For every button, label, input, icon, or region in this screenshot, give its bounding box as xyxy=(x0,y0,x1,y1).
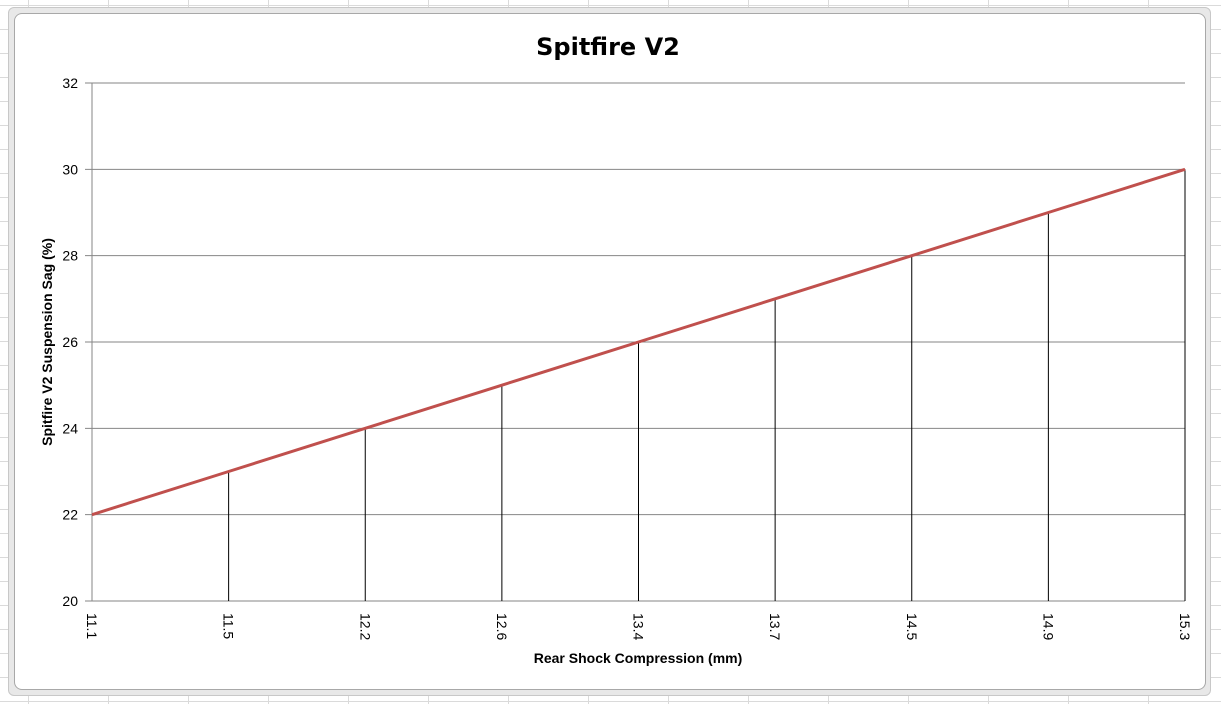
y-tick-label: 28 xyxy=(62,248,78,264)
x-tick-label: 12.6 xyxy=(494,613,510,640)
x-tick-label: 14.5 xyxy=(904,613,920,640)
x-axis-label: Rear Shock Compression (mm) xyxy=(534,650,743,666)
x-tick-label: 11.5 xyxy=(221,613,237,639)
x-tick-label: 13.7 xyxy=(767,613,783,640)
y-tick-label: 20 xyxy=(62,593,78,609)
x-tick-label: 12.2 xyxy=(357,613,373,640)
x-tick-label: 13.4 xyxy=(631,613,647,640)
y-axis-label: Spitfire V2 Suspension Sag (%) xyxy=(39,238,55,446)
y-tick-label: 32 xyxy=(62,75,78,91)
chart-title: Spitfire V2 xyxy=(536,33,680,61)
x-tick-label: 15.3 xyxy=(1177,613,1193,640)
x-tick-label: 11.1 xyxy=(84,613,100,639)
y-tick-label: 24 xyxy=(62,420,78,436)
x-tick-label: 14.9 xyxy=(1040,613,1056,640)
y-tick-label: 26 xyxy=(62,334,78,350)
y-tick-label: 30 xyxy=(62,161,78,177)
y-tick-label: 22 xyxy=(62,507,78,523)
